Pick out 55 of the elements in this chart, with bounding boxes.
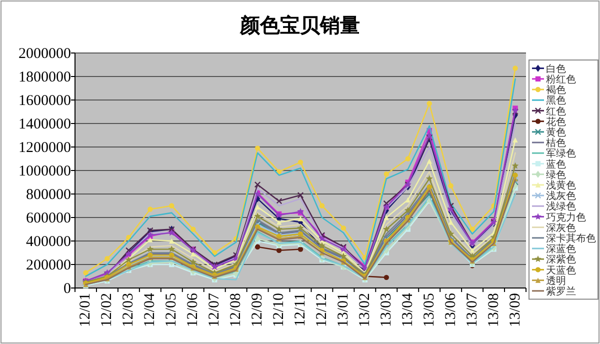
y-tick-label: 400000 — [26, 234, 71, 250]
x-tick-label: 12/08 — [228, 293, 244, 328]
x-tick-label: 12/05 — [164, 293, 180, 328]
legend-label: 红色 — [546, 105, 566, 118]
legend-label: 浅绿色 — [546, 200, 576, 213]
legend-label: 紫罗兰 — [546, 286, 576, 298]
legend-label: 浅黄色 — [546, 180, 576, 192]
x-tick-label: 13/09 — [507, 293, 524, 328]
x-tick-label: 12/03 — [120, 293, 137, 328]
x-tick-label: 12/07 — [206, 292, 223, 328]
x-tick-label: 12/12 — [314, 293, 330, 328]
legend-label: 深紫色 — [546, 254, 576, 266]
y-tick-label: 1400000 — [18, 116, 71, 132]
legend-label: 绿色 — [546, 168, 566, 181]
x-tick-label: 12/01 — [78, 293, 94, 328]
legend-label: 桔色 — [545, 137, 566, 150]
y-tick-label: 200000 — [26, 258, 71, 274]
x-tick-label: 13/04 — [400, 292, 416, 328]
x-tick-label: 12/04 — [142, 292, 158, 328]
legend-label: 花色 — [546, 116, 566, 128]
legend-label: 粉红色 — [546, 74, 576, 86]
legend-label: 透明 — [546, 274, 566, 287]
legend-label: 蓝色 — [546, 158, 566, 170]
chart-title: 颜色宝贝销量 — [239, 14, 360, 37]
y-tick-label: 800000 — [26, 187, 71, 203]
y-tick-label: 2000000 — [18, 46, 71, 62]
x-tick-label: 13/01 — [335, 293, 352, 328]
legend-label: 巧克力色 — [546, 211, 586, 224]
legend-label: 浅灰色 — [546, 190, 576, 202]
legend-label: 黑色 — [546, 94, 566, 107]
legend-label: 深卡其布色 — [546, 232, 596, 244]
x-tick-label: 13/06 — [442, 292, 459, 328]
y-tick-label: 600000 — [26, 210, 71, 226]
legend-label: 白色 — [546, 62, 566, 75]
x-tick-label: 13/08 — [486, 293, 502, 328]
x-tick-label: 13/03 — [378, 293, 394, 328]
y-tick-label: 1200000 — [18, 140, 71, 156]
y-tick-label: 1600000 — [18, 93, 71, 109]
legend-label: 深灰色 — [546, 222, 576, 234]
legend-label: 黄色 — [546, 126, 566, 138]
x-tick-label: 12/06 — [185, 292, 202, 328]
y-tick-label: 1000000 — [18, 164, 71, 180]
x-tick-label: 12/10 — [271, 293, 288, 328]
x-tick-label: 13/05 — [421, 293, 438, 328]
legend-label: 天蓝色 — [546, 264, 576, 276]
legend-label: 军绿色 — [546, 148, 576, 160]
legend-label: 褐色 — [546, 84, 566, 96]
x-tick-label: 12/02 — [99, 293, 116, 328]
y-tick-label: 0 — [64, 281, 71, 297]
x-tick-label: 12/11 — [292, 293, 308, 327]
x-tick-label: 12/09 — [250, 293, 266, 328]
legend-label: 深蓝色 — [546, 243, 576, 256]
x-tick-label: 13/07 — [464, 292, 480, 328]
y-tick-label: 1800000 — [18, 70, 71, 86]
x-tick-label: 13/02 — [356, 293, 373, 328]
